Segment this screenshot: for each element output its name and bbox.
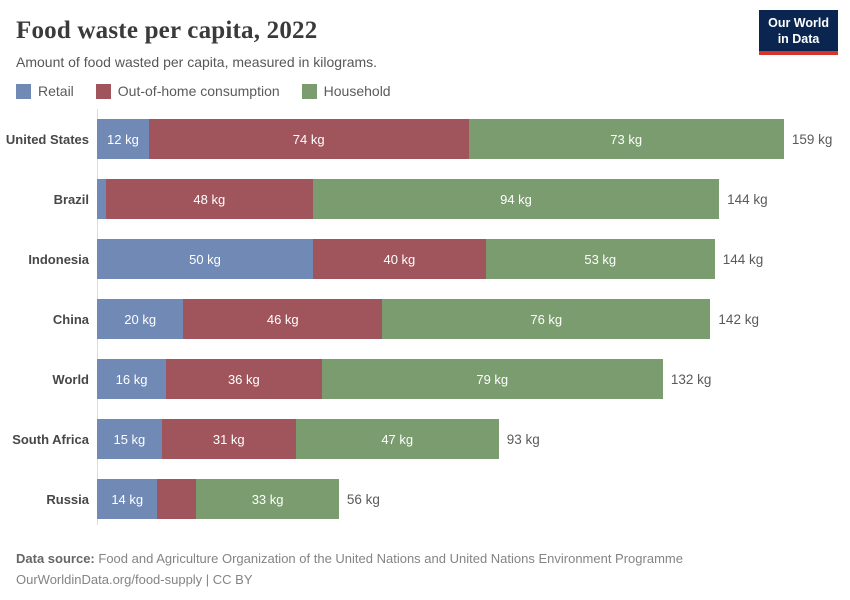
legend-label: Out-of-home consumption bbox=[117, 83, 280, 99]
segment-value-label: 47 kg bbox=[381, 431, 414, 447]
data-source-label: Data source: bbox=[16, 551, 95, 566]
segment-value-label: 46 kg bbox=[266, 311, 299, 327]
legend-swatch-household bbox=[301, 83, 317, 99]
chart-row-south-africa: South Africa 15 kg 31 kg 47 kg 93 kg bbox=[0, 419, 850, 459]
total-value-label: 144 kg bbox=[722, 251, 764, 267]
bar-segment-household[interactable]: 94 kg bbox=[312, 179, 720, 219]
chart-row-indonesia: Indonesia 50 kg 40 kg 53 kg 144 kg bbox=[0, 239, 850, 279]
stacked-bar-united-states: 12 kg 74 kg 73 kg bbox=[97, 119, 784, 159]
total-value-label: 142 kg bbox=[718, 311, 759, 327]
segment-value-label: 14 kg bbox=[111, 491, 144, 507]
license-link[interactable]: CC BY bbox=[212, 571, 253, 587]
bar-segment-out-of-home-consumption[interactable]: 74 kg bbox=[148, 119, 469, 159]
legend-item-out-of-home-consumption[interactable]: Out-of-home consumption bbox=[95, 83, 280, 99]
category-label-china[interactable]: China bbox=[52, 311, 89, 327]
segment-value-label: 50 kg bbox=[189, 251, 221, 267]
segment-value-label: 20 kg bbox=[124, 311, 157, 327]
bar-segment-household[interactable]: 73 kg bbox=[468, 119, 784, 159]
bar-segment-household[interactable]: 53 kg bbox=[485, 239, 715, 279]
stacked-bar-indonesia: 50 kg 40 kg 53 kg bbox=[97, 239, 715, 279]
segment-value-label: 74 kg bbox=[292, 131, 325, 147]
bar-segment-out-of-home-consumption[interactable]: 46 kg bbox=[183, 299, 383, 339]
segment-value-label: 36 kg bbox=[227, 371, 260, 387]
bar-segment-out-of-home-consumption[interactable]: 48 kg bbox=[105, 179, 313, 219]
bar-segment-retail[interactable]: 50 kg bbox=[97, 239, 313, 279]
total-value-label: 132 kg bbox=[670, 371, 712, 387]
segment-value-label: 48 kg bbox=[193, 191, 226, 207]
bar-segment-retail[interactable]: 16 kg bbox=[97, 359, 167, 399]
stacked-bar-chart: United States 12 kg 74 kg 73 kg 159 kg Brazil… bbox=[0, 109, 850, 525]
data-source-line: Data source: Food and Agriculture Organi… bbox=[16, 549, 834, 570]
chart-row-russia: Russia 14 kg 33 kg 56 kg bbox=[0, 479, 850, 519]
stacked-bar-world: 16 kg 36 kg 79 kg bbox=[97, 359, 663, 399]
stacked-bar-russia: 14 kg 33 kg bbox=[97, 479, 339, 519]
legend: Retail Out-of-home consumption Household bbox=[16, 83, 834, 99]
chart-row-brazil: Brazil 48 kg 94 kg 144 kg bbox=[0, 179, 850, 219]
legend-label: Household bbox=[323, 83, 391, 99]
bar-segment-retail[interactable]: 14 kg bbox=[97, 479, 158, 519]
segment-value-label: 16 kg bbox=[115, 371, 148, 387]
bar-segment-retail[interactable]: 15 kg bbox=[97, 419, 162, 459]
bar-segment-out-of-home-consumption[interactable]: 40 kg bbox=[313, 239, 486, 279]
legend-item-household[interactable]: Household bbox=[301, 83, 391, 99]
segment-value-label: 33 kg bbox=[251, 491, 284, 507]
chart-subtitle: Amount of food wasted per capita, measur… bbox=[16, 54, 378, 70]
category-label-indonesia[interactable]: Indonesia bbox=[28, 251, 89, 267]
segment-value-label: 15 kg bbox=[113, 431, 146, 447]
chart-header: Food waste per capita, 2022 Amount of fo… bbox=[0, 0, 850, 99]
segment-value-label: 79 kg bbox=[476, 371, 509, 387]
legend-item-retail[interactable]: Retail bbox=[16, 83, 74, 99]
stacked-bar-brazil: 48 kg 94 kg bbox=[97, 179, 720, 219]
chart-row-united-states: United States 12 kg 74 kg 73 kg 159 kg bbox=[0, 119, 850, 159]
segment-value-label: 94 kg bbox=[500, 191, 532, 207]
total-value-label: 93 kg bbox=[506, 431, 540, 447]
owid-url-link[interactable]: OurWorldinData.org/food-supply bbox=[16, 571, 203, 587]
bar-segment-household[interactable]: 33 kg bbox=[196, 479, 339, 519]
total-value-label: 56 kg bbox=[346, 491, 380, 507]
bar-segment-household[interactable]: 79 kg bbox=[321, 359, 663, 399]
segment-value-label: 31 kg bbox=[212, 431, 245, 447]
legend-swatch-out-of-home-consumption bbox=[95, 83, 111, 99]
segment-value-label: 12 kg bbox=[107, 131, 139, 147]
legend-swatch-retail bbox=[16, 83, 31, 99]
data-source-text: Food and Agriculture Organization of the… bbox=[98, 551, 683, 566]
segment-value-label: 73 kg bbox=[610, 131, 643, 147]
owid-logo[interactable]: Our World in Data bbox=[759, 10, 838, 55]
bar-segment-out-of-home-consumption[interactable]: 36 kg bbox=[166, 359, 322, 399]
category-label-south-africa[interactable]: South Africa bbox=[12, 431, 89, 447]
segment-value-label: 40 kg bbox=[383, 251, 416, 267]
category-label-brazil[interactable]: Brazil bbox=[53, 191, 89, 207]
chart-footer: Data source: Food and Agriculture Organi… bbox=[16, 549, 834, 591]
bar-segment-household[interactable]: 47 kg bbox=[295, 419, 499, 459]
category-label-russia[interactable]: Russia bbox=[46, 491, 89, 507]
category-label-world[interactable]: World bbox=[52, 371, 89, 387]
footer-separator: | bbox=[202, 571, 213, 587]
category-label-united-states[interactable]: United States bbox=[5, 131, 89, 147]
bar-segment-out-of-home-consumption[interactable] bbox=[157, 479, 197, 519]
bar-segment-retail[interactable]: 12 kg bbox=[97, 119, 149, 159]
bar-segment-out-of-home-consumption[interactable]: 31 kg bbox=[161, 419, 296, 459]
total-value-label: 144 kg bbox=[727, 191, 768, 207]
attribution-line: OurWorldinData.org/food-supply | CC BY bbox=[16, 570, 834, 591]
chart-title: Food waste per capita, 2022 bbox=[16, 17, 318, 44]
owid-logo-line1: Our World bbox=[768, 16, 829, 30]
stacked-bar-china: 20 kg 46 kg 76 kg bbox=[97, 299, 711, 339]
total-value-label: 159 kg bbox=[791, 131, 833, 147]
segment-value-label: 76 kg bbox=[530, 311, 563, 327]
chart-row-world: World 16 kg 36 kg 79 kg 132 kg bbox=[0, 359, 850, 399]
chart-row-china: China 20 kg 46 kg 76 kg 142 kg bbox=[0, 299, 850, 339]
stacked-bar-south-africa: 15 kg 31 kg 47 kg bbox=[97, 419, 499, 459]
bar-segment-retail[interactable] bbox=[97, 179, 106, 219]
bar-segment-household[interactable]: 76 kg bbox=[382, 299, 711, 339]
owid-logo-line2: in Data bbox=[777, 32, 820, 46]
segment-value-label: 53 kg bbox=[584, 251, 617, 267]
legend-label: Retail bbox=[38, 83, 74, 99]
owid-logo-accent-bar bbox=[759, 51, 838, 55]
bar-segment-retail[interactable]: 20 kg bbox=[97, 299, 184, 339]
